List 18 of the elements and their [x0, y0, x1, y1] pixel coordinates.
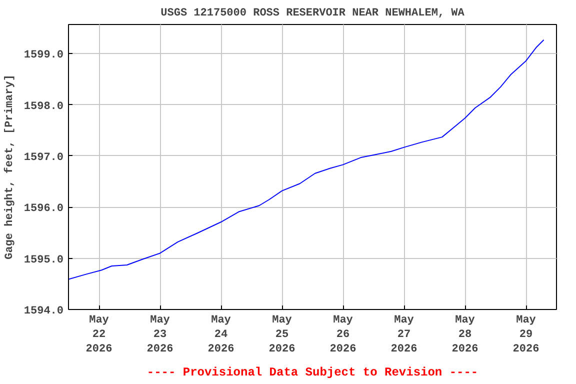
x-tick-label: May 24 2026	[208, 314, 234, 356]
y-tick-label: 1594.0	[24, 306, 64, 318]
x-tick-label: May 22 2026	[86, 314, 112, 356]
y-tick-label: 1595.0	[24, 254, 64, 266]
y-tick-label: 1598.0	[24, 100, 64, 113]
chart-title: USGS 12175000 ROSS RESERVOIR NEAR NEWHALEM, WA	[160, 8, 465, 20]
x-tick-label: May 26 2026	[330, 314, 356, 356]
x-tick-label: May 28 2026	[452, 314, 478, 356]
text: ---- Provisional Data Subject to Revision ----	[146, 366, 478, 380]
x-tick-label: May 29 2026	[512, 314, 540, 356]
y-tick-label: 1596.0	[24, 203, 64, 216]
x-tick-label: May 25 2026	[268, 314, 296, 356]
y-tick-label: 1597.0	[24, 152, 64, 164]
y-tick-label: 1599.0	[24, 50, 64, 62]
x-tick-label: May 23 2026	[146, 314, 174, 356]
x-tick-label: May 27 2026	[390, 314, 418, 356]
line-series	[68, 39, 544, 280]
y-axis-title: Gage height, feet, [Primary]	[2, 74, 16, 260]
